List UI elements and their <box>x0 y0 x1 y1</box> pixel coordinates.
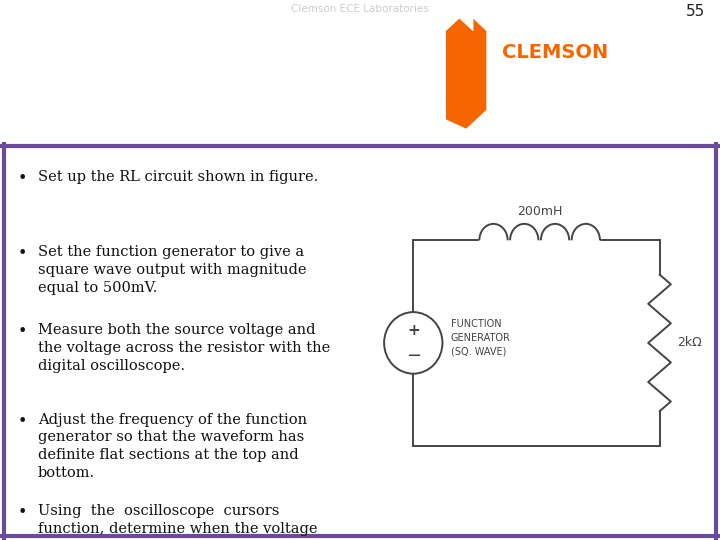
Text: •: • <box>18 246 27 262</box>
Text: •: • <box>18 413 27 430</box>
Text: Measurement (1): Measurement (1) <box>14 80 230 102</box>
Text: •: • <box>18 504 27 521</box>
Text: Procedure-RL Time Constant: Procedure-RL Time Constant <box>14 25 377 47</box>
Text: +: + <box>407 323 420 339</box>
Text: Using  the  oscilloscope  cursors
function, determine when the voltage
reaches 0: Using the oscilloscope cursors function,… <box>38 504 318 540</box>
Text: Clemson ECE Laboratories: Clemson ECE Laboratories <box>291 4 429 14</box>
Text: 2kΩ: 2kΩ <box>678 336 702 349</box>
Text: CLEMSON: CLEMSON <box>502 44 608 63</box>
Text: Set the function generator to give a
square wave output with magnitude
equal to : Set the function generator to give a squ… <box>38 246 307 295</box>
Polygon shape <box>446 18 487 129</box>
Text: 55: 55 <box>686 4 706 19</box>
Text: −: − <box>405 347 421 365</box>
Text: U N I V E R S I T Y: U N I V E R S I T Y <box>522 93 588 102</box>
Text: 200mH: 200mH <box>517 205 562 218</box>
Text: FUNCTION
GENERATOR
(SQ. WAVE): FUNCTION GENERATOR (SQ. WAVE) <box>451 319 510 357</box>
Text: Measure both the source voltage and
the voltage across the resistor with the
dig: Measure both the source voltage and the … <box>38 323 330 373</box>
Text: •: • <box>18 170 27 187</box>
Text: Set up the RL circuit shown in figure.: Set up the RL circuit shown in figure. <box>38 170 318 184</box>
Text: •: • <box>18 323 27 340</box>
Text: Adjust the frequency of the function
generator so that the waveform has
definite: Adjust the frequency of the function gen… <box>38 413 307 480</box>
